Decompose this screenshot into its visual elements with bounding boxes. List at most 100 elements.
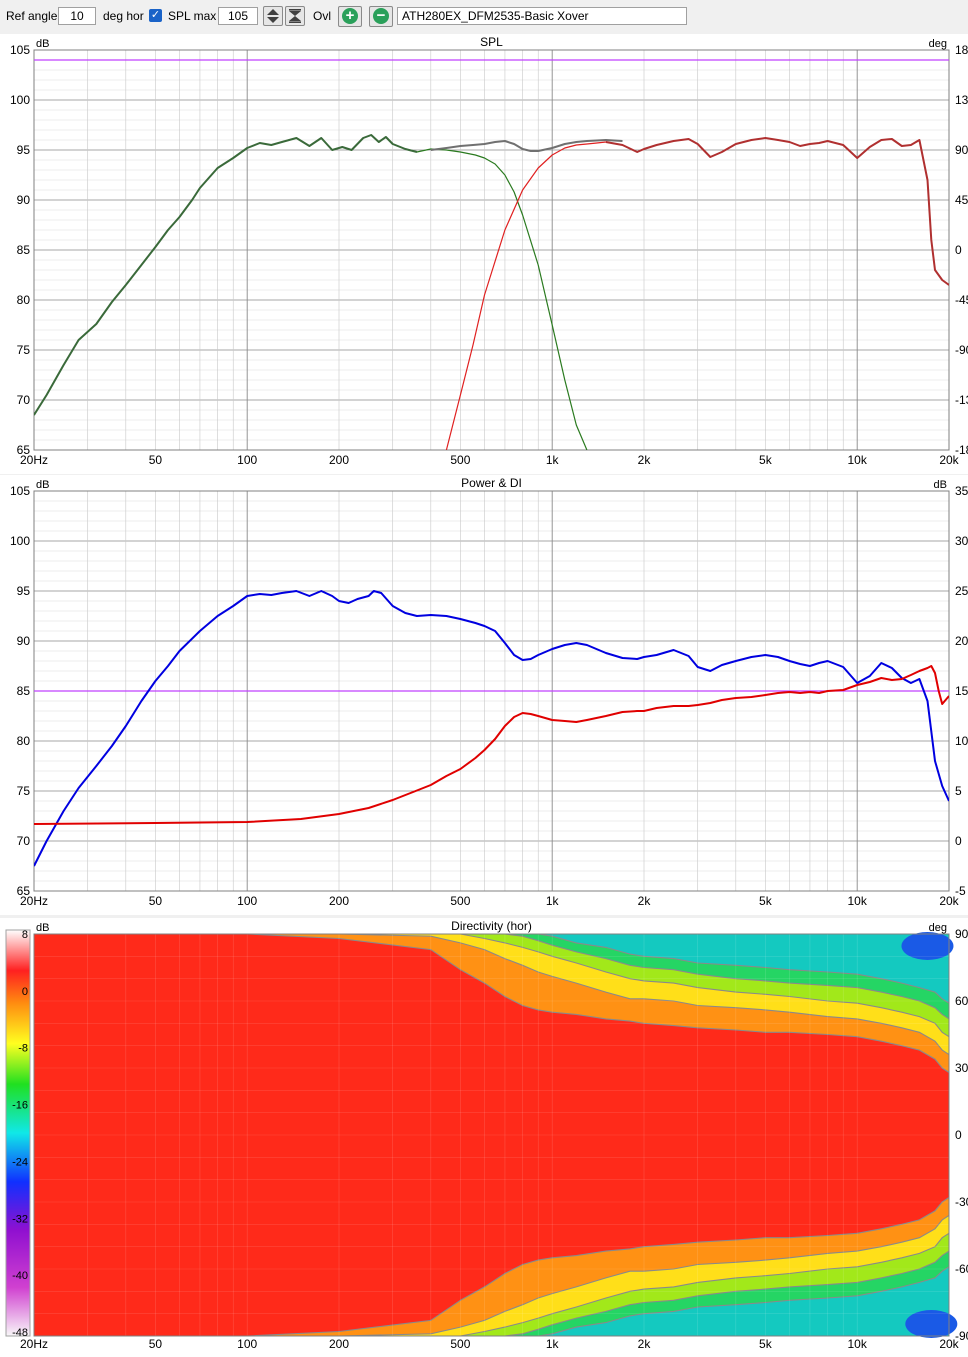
x-tick-label: 1k	[546, 453, 560, 467]
y-axis-unit: dB	[36, 922, 49, 934]
x-tick-label: 10k	[848, 453, 868, 467]
summed-low-band-line	[34, 134, 418, 416]
y-tick-label: 105	[10, 43, 30, 57]
y-tick-label: 75	[17, 784, 31, 798]
chart-title: SPL	[480, 35, 503, 49]
ref-angle-label: Ref angle	[6, 9, 58, 23]
summed-response-line-group	[430, 139, 623, 152]
panel-1: SPL dB deg 105 100 95 90 85 80 75 70 65 180 135 90 45 0 -…	[0, 34, 968, 474]
y2-tick-label: 60	[955, 994, 968, 1008]
y-tick-label: 105	[10, 484, 30, 498]
y-tick-label: 100	[10, 93, 30, 107]
spl-max-checkbox[interactable]: ✓	[149, 9, 162, 22]
y2-tick-label: -60	[955, 1262, 968, 1276]
y2-tick-label: 180	[955, 43, 968, 57]
y-tick-label: 90	[17, 634, 31, 648]
y-tick-label: 70	[17, 393, 31, 407]
x-tick-label: 50	[149, 894, 163, 908]
panel-background	[0, 475, 968, 915]
plot-border	[33, 933, 950, 1337]
y2-axis-unit: deg	[929, 38, 947, 50]
grid	[33, 490, 950, 892]
x-tick-label: 20k	[939, 1337, 959, 1351]
chart-title: Power & DI	[461, 476, 522, 490]
y2-tick-label: -135	[955, 393, 968, 407]
x-tick-label: 100	[237, 453, 257, 467]
minus-icon: −	[373, 8, 389, 24]
y2-tick-label: -30	[955, 1195, 968, 1209]
summed-low-band-line-group	[34, 134, 418, 416]
color-scale-tick: -16	[12, 1100, 28, 1112]
contour-line	[247, 933, 950, 1073]
y2-tick-label: -180	[955, 443, 968, 457]
y-tick-label: 100	[10, 534, 30, 548]
x-tick-label: 2k	[638, 894, 652, 908]
grid	[33, 49, 950, 451]
x-tick-label: 20Hz	[20, 1337, 48, 1351]
heatmap-blue-region	[905, 1310, 958, 1338]
x-tick-label: 10k	[848, 1337, 868, 1351]
y-tick-label: 80	[17, 293, 31, 307]
x-tick-label: 2k	[638, 453, 652, 467]
x-tick-label: 50	[149, 453, 163, 467]
project-name-field[interactable]: ATH280EX_DFM2535-Basic Xover	[397, 7, 687, 25]
summed-response-line-high	[605, 137, 949, 286]
remove-overlay-button[interactable]: −	[369, 6, 393, 27]
y-tick-label: 95	[17, 584, 31, 598]
x-tick-label: 200	[329, 1337, 349, 1351]
y-tick-label: 70	[17, 834, 31, 848]
contour-line	[247, 1197, 950, 1337]
power-response-line-group	[34, 590, 949, 867]
plus-icon: +	[342, 8, 358, 24]
summed-response-line	[430, 139, 623, 152]
x-tick-label: 2k	[638, 1337, 652, 1351]
y2-axis-unit: dB	[934, 479, 947, 491]
add-overlay-button[interactable]: +	[338, 6, 362, 27]
y2-tick-label: -45	[955, 293, 968, 307]
color-scale-bar	[5, 929, 31, 1337]
x-tick-label: 20Hz	[20, 894, 48, 908]
spl-max-reset-button[interactable]	[285, 6, 305, 26]
plot-border	[33, 49, 950, 451]
tweeter-response-line	[445, 141, 606, 450]
spl-max-stepper-button[interactable]	[263, 6, 283, 26]
y2-tick-label: 30	[955, 1061, 968, 1075]
y-axis-unit: dB	[36, 38, 49, 50]
panel-background	[0, 34, 968, 474]
y-tick-label: 65	[17, 884, 31, 898]
collapse-arrows-icon	[289, 9, 301, 23]
spl-max-label: SPL max	[168, 9, 217, 23]
y2-tick-label: -90	[955, 1329, 968, 1343]
color-scale-tick: -32	[12, 1213, 28, 1225]
power-response-line	[34, 590, 949, 867]
y2-tick-label: 45	[955, 193, 968, 207]
y2-tick-label: 135	[955, 93, 968, 107]
y2-tick-label: 90	[955, 143, 968, 157]
y2-tick-label: -5	[955, 884, 966, 898]
directivity-index-line	[34, 665, 949, 825]
x-tick-label: 100	[237, 894, 257, 908]
charts-area: SPLdBdeg1051009590858075706518013590450-…	[0, 34, 968, 1357]
y2-tick-label: 20	[955, 634, 968, 648]
spl-max-input[interactable]: 105	[218, 7, 258, 25]
heatmap-blue-region	[901, 932, 954, 960]
contour-line	[247, 933, 950, 1056]
x-tick-label: 1k	[546, 1337, 560, 1351]
x-tick-label: 20Hz	[20, 453, 48, 467]
y2-axis-unit: deg	[929, 922, 947, 934]
y2-tick-label: 0	[955, 243, 962, 257]
check-icon: ✓	[150, 9, 161, 21]
color-scale-tick: 0	[22, 986, 28, 998]
color-scale-tick: 8	[22, 929, 28, 941]
y2-tick-label: 35	[955, 484, 968, 498]
y2-tick-label: 15	[955, 684, 968, 698]
ref-angle-input[interactable]: 10	[58, 7, 96, 25]
contour-line	[247, 1214, 950, 1337]
y2-tick-label: 0	[955, 834, 962, 848]
x-tick-label: 500	[450, 1337, 470, 1351]
y2-tick-label: -90	[955, 343, 968, 357]
x-tick-label: 200	[329, 894, 349, 908]
color-scale-tick: -40	[12, 1270, 28, 1282]
y2-tick-label: 0	[955, 1128, 962, 1142]
x-tick-label: 100	[237, 1337, 257, 1351]
